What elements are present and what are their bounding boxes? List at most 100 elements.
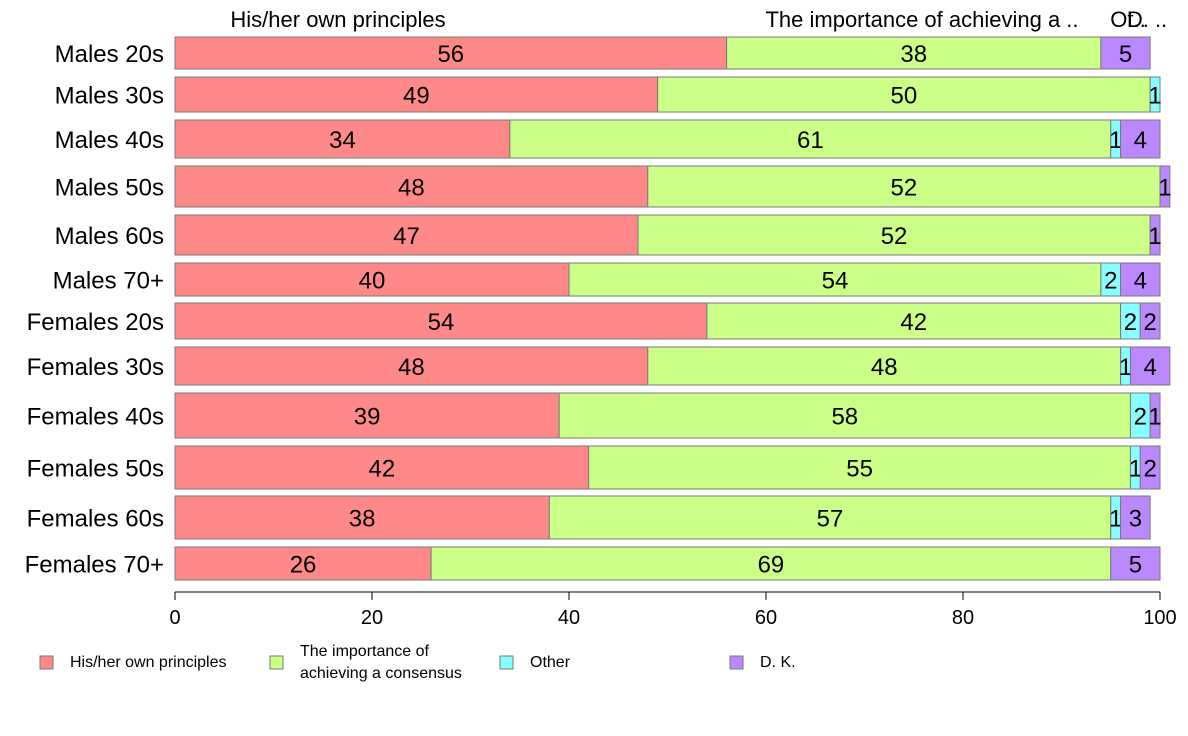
category-label-males-20s: Males 20s: [55, 41, 164, 68]
bar-segment: [174, 214, 639, 256]
category-label-females-40s: Females 40s: [27, 404, 164, 431]
data-label: 52: [891, 175, 918, 202]
data-label: 42: [368, 456, 395, 483]
legend-swatch: [39, 655, 54, 670]
bar-segment: [1100, 36, 1151, 70]
bar-segment: [1139, 445, 1161, 490]
data-label: 1: [1129, 456, 1142, 483]
data-label: 56: [437, 41, 464, 68]
bar-segment: [706, 302, 1122, 340]
data-label: 5: [1119, 41, 1132, 68]
category-label-females-30s: Females 30s: [27, 354, 164, 381]
legend-label: The importance of achieving a consensus: [300, 643, 462, 682]
x-tick-label: 80: [952, 607, 974, 629]
category-label-males-30s: Males 30s: [55, 83, 164, 110]
data-label: 1: [1109, 506, 1122, 533]
data-label: 39: [354, 404, 381, 431]
legend-label: Other: [530, 654, 571, 671]
data-label: 69: [758, 552, 785, 579]
data-label: 42: [900, 309, 927, 336]
category-label-males-60s: Males 60s: [55, 223, 164, 250]
bar-segment: [637, 214, 1151, 256]
data-label: 4: [1143, 354, 1156, 381]
data-label: 48: [871, 354, 898, 381]
data-label: 54: [428, 309, 455, 336]
top-series-label: The importance of achieving a ..: [765, 7, 1078, 32]
data-label: 34: [329, 127, 356, 154]
x-tick-label: 100: [1143, 607, 1176, 629]
x-tick-label: 20: [361, 607, 383, 629]
bar-segment: [1159, 165, 1171, 208]
data-label: 61: [797, 127, 824, 154]
top-series-label: His/her own principles: [230, 7, 445, 32]
bar-segment: [647, 346, 1122, 386]
legend-swatch: [269, 655, 284, 670]
data-label: 1: [1148, 223, 1161, 250]
bar-segment: [657, 76, 1151, 113]
bar-segment: [548, 495, 1112, 540]
x-tick-label: 40: [558, 607, 580, 629]
top-series-labels: His/her own principles The importance of …: [230, 7, 1167, 32]
legend: His/her own principles The importance of a…: [39, 643, 796, 682]
data-label: 49: [403, 83, 430, 110]
bar-segment: [1110, 546, 1161, 581]
bar-segment: [1149, 214, 1161, 256]
data-label: 3: [1129, 506, 1142, 533]
x-axis: 0 20 40 60 80 100: [169, 591, 1177, 629]
data-label: 58: [831, 404, 858, 431]
bar-segment: [174, 302, 708, 340]
data-label: 2: [1104, 268, 1117, 295]
data-label: 48: [398, 354, 425, 381]
data-label: 5: [1129, 552, 1142, 579]
bar-segment: [1120, 119, 1161, 159]
bar-segment: [174, 346, 649, 386]
data-label: 2: [1124, 309, 1137, 336]
category-label-females-20s: Females 20s: [27, 309, 164, 336]
x-tick-label: 60: [755, 607, 777, 629]
data-label: 55: [846, 456, 873, 483]
bar-segment: [174, 165, 649, 208]
data-label: 1: [1148, 83, 1161, 110]
data-label: 54: [822, 268, 849, 295]
bar-segment: [174, 392, 560, 439]
legend-swatch: [499, 655, 514, 670]
data-label: 48: [398, 175, 425, 202]
top-series-label: D. ..: [1127, 7, 1167, 32]
bar-segment: [1139, 302, 1161, 340]
category-label-males-40s: Males 40s: [55, 127, 164, 154]
data-label: 38: [900, 41, 927, 68]
data-label: 40: [359, 268, 386, 295]
data-label: 1: [1148, 404, 1161, 431]
bar-segment: [1129, 346, 1171, 386]
top-series-label: Ot..: [1110, 7, 1145, 32]
bar-segment: [1149, 76, 1161, 113]
data-label: 4: [1134, 268, 1147, 295]
data-label: 52: [881, 223, 908, 250]
x-tick-label: 0: [169, 607, 180, 629]
category-label-females-60s: Females 60s: [27, 506, 164, 533]
data-label: 57: [817, 506, 844, 533]
bars-group: 56 38 549 50 134 61 1 448 52 147 52 140 54 2 454 42 2 248…: [174, 36, 1172, 581]
data-label: 1: [1158, 175, 1171, 202]
bar-segment: [430, 546, 1112, 581]
data-label: 2: [1143, 456, 1156, 483]
data-label: 47: [393, 223, 420, 250]
bar-segment: [558, 392, 1131, 439]
category-label-females-70plus: Females 70+: [25, 552, 164, 579]
legend-label: D. K.: [760, 654, 796, 671]
category-label-males-70plus: Males 70+: [53, 268, 164, 295]
bar-segment: [509, 119, 1112, 159]
data-label: 1: [1119, 354, 1132, 381]
data-label: 26: [290, 552, 317, 579]
bar-segment: [174, 36, 728, 70]
legend-label: His/her own principles: [70, 654, 227, 671]
data-label: 2: [1134, 404, 1147, 431]
category-labels: Males 20s Males 30s Males 40s Males 50s Male…: [25, 41, 164, 579]
bar-segment: [726, 36, 1102, 70]
bar-segment: [1120, 495, 1151, 540]
data-label: 50: [891, 83, 918, 110]
bar-segment: [174, 262, 570, 297]
data-label: 4: [1134, 127, 1147, 154]
data-label: 38: [349, 506, 376, 533]
